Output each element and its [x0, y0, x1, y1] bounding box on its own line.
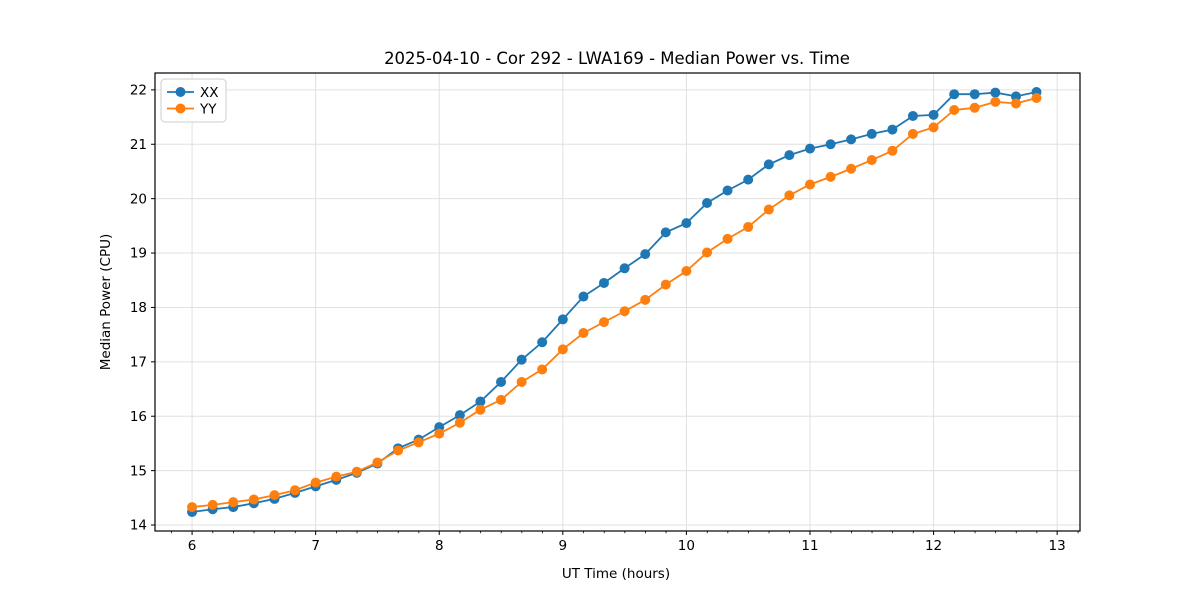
series-yy-marker [351, 466, 362, 477]
series-yy-marker [372, 457, 383, 468]
series-yy-marker [928, 122, 939, 133]
series-yy-marker [269, 490, 280, 501]
series-xx-marker [702, 198, 713, 208]
series-xx-marker [454, 410, 465, 421]
x-tick-label: 11 [801, 538, 818, 554]
series-xx-marker [516, 354, 527, 365]
y-tick-label: 22 [130, 83, 147, 99]
series-xx-marker [825, 139, 836, 150]
series-xx-marker [578, 291, 589, 302]
series-yy-marker [598, 317, 609, 328]
series-yy-marker [496, 394, 507, 405]
series-xx-marker [619, 263, 630, 274]
series-yy-marker [846, 163, 857, 174]
series-xx-marker [804, 143, 815, 154]
legend-label-xx: XX [200, 85, 219, 101]
series-yy-marker [248, 494, 259, 505]
series-yy-marker [990, 96, 1001, 107]
x-tick-label: 13 [1049, 538, 1066, 554]
series-xx-marker [784, 150, 795, 161]
series-xx-marker [598, 277, 609, 288]
x-tick-label: 7 [311, 538, 320, 554]
series-yy-marker [290, 485, 301, 496]
series-yy-marker [660, 279, 671, 290]
series-xx-marker [496, 376, 507, 387]
series-xx-marker [887, 124, 898, 135]
x-tick-label: 10 [678, 538, 695, 554]
x-tick-label: 12 [925, 538, 942, 554]
series-yy-marker [516, 376, 527, 387]
series-yy-marker [331, 471, 342, 482]
x-axis-label: UT Time (hours) [562, 566, 670, 582]
legend-marker-swatch [175, 87, 186, 97]
y-tick-label: 20 [130, 191, 147, 207]
series-xx-marker [1010, 91, 1021, 102]
series-xx-marker [969, 89, 980, 100]
series-yy-marker [393, 445, 404, 456]
series-yy-marker [434, 428, 445, 439]
series-xx-marker [660, 227, 671, 238]
y-axis-label: Median Power (CPU) [98, 234, 114, 370]
legend-marker-swatch [175, 103, 186, 114]
series-yy-marker [907, 128, 918, 139]
series-yy-marker [722, 233, 733, 244]
series-yy-marker [537, 364, 548, 375]
series-yy-marker [825, 171, 836, 182]
y-tick-label: 15 [130, 463, 147, 479]
series-yy-marker [578, 328, 589, 338]
series-xx-marker [640, 249, 651, 260]
x-tick-label: 9 [559, 538, 568, 554]
y-tick-label: 16 [130, 409, 147, 425]
series-yy-marker [681, 266, 692, 276]
series-yy-marker [454, 417, 465, 428]
series-yy-marker [763, 204, 774, 215]
series-xx-marker [557, 314, 568, 325]
series-yy-marker [949, 104, 960, 115]
x-tick-label: 8 [435, 538, 444, 554]
y-tick-label: 18 [130, 300, 147, 316]
series-yy-marker [743, 221, 754, 232]
series-yy-marker [1010, 98, 1021, 109]
series-xx-marker [990, 87, 1001, 98]
plot-border [154, 72, 1081, 532]
series-yy-marker [228, 497, 239, 508]
series-xx-marker [681, 218, 692, 229]
series-yy-marker [702, 247, 713, 258]
series-xx-marker [928, 109, 939, 120]
series-xx-marker [743, 174, 754, 185]
series-yy-marker [475, 404, 486, 415]
series-xx-marker [866, 128, 877, 139]
series-yy-marker [310, 477, 321, 488]
series-yy-marker [784, 190, 795, 201]
y-tick-label: 19 [130, 246, 147, 262]
series-xx-marker [763, 159, 774, 170]
series-xx-marker [846, 134, 857, 145]
series-yy-marker [640, 294, 651, 305]
plot-background [155, 73, 1080, 531]
y-tick-label: 21 [130, 137, 147, 153]
legend-label-yy: YY [199, 101, 217, 117]
series-yy-marker [413, 437, 424, 448]
series-yy-marker [619, 306, 630, 317]
y-tick-label: 14 [130, 518, 147, 534]
series-yy-marker [866, 155, 877, 166]
series-yy-marker [187, 502, 198, 513]
series-yy-marker [804, 179, 815, 190]
x-tick-label: 6 [188, 538, 197, 554]
series-yy-marker [969, 102, 980, 113]
y-tick-label: 17 [130, 355, 147, 371]
series-yy-marker [207, 499, 218, 510]
chart-title: 2025-04-10 - Cor 292 - LWA169 - Median P… [384, 49, 850, 68]
series-xx-marker [475, 396, 486, 407]
series-xx-marker [907, 110, 918, 121]
series-xx-marker [949, 89, 960, 100]
series-yy-marker [1031, 93, 1042, 104]
series-xx-marker [537, 337, 548, 348]
series-yy-marker [887, 145, 898, 156]
series-yy-marker [557, 344, 568, 355]
series-xx-marker [722, 185, 733, 196]
